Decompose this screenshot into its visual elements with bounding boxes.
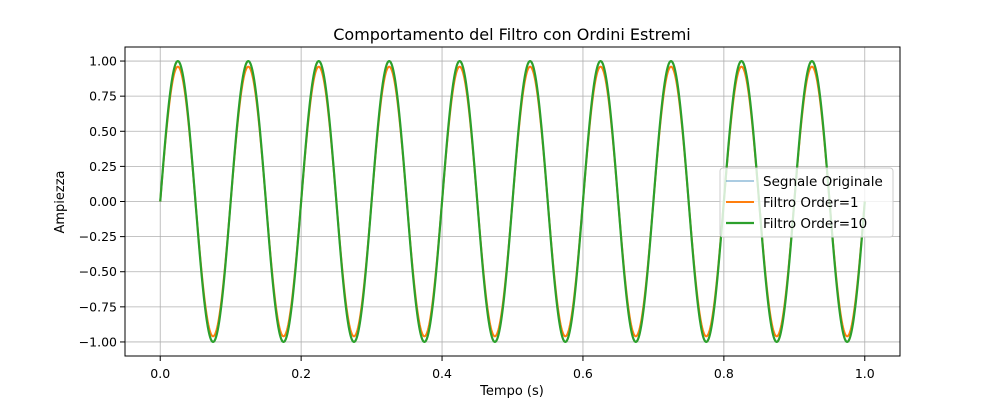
y-tick-label: 0.75 (89, 89, 117, 104)
y-tick-label: 0.50 (89, 124, 117, 139)
x-tick-label: 0.6 (573, 366, 593, 381)
y-tick-label: −0.75 (79, 299, 117, 314)
y-tick-label: −1.00 (79, 334, 117, 349)
x-tick-label: 0.4 (432, 366, 452, 381)
x-axis: 0.0 0.2 0.4 0.6 0.8 1.0 (150, 356, 875, 381)
grid-lines (125, 47, 900, 356)
series-line-3 (159, 59, 866, 344)
chart-title: Comportamento del Filtro con Ordini Estr… (333, 25, 691, 44)
legend: Segnale Originale Filtro Order=1 Filtro Or… (719, 167, 894, 238)
y-axis: 1.00 0.75 0.50 0.25 0.00 −0.25 −0.50 −0.75 −1.00 (79, 54, 125, 349)
x-tick-label: 0.0 (150, 366, 170, 381)
x-axis-label: Tempo (s) (479, 384, 544, 399)
x-tick-label: 0.8 (714, 366, 734, 381)
legend-label: Segnale Originale (763, 174, 883, 190)
y-tick-label: 0.25 (89, 159, 117, 174)
y-tick-label: 1.00 (89, 54, 117, 69)
y-tick-label: 0.00 (89, 194, 117, 209)
y-tick-label: −0.50 (79, 264, 117, 279)
plot-series (159, 59, 866, 344)
legend-label: Filtro Order=10 (763, 216, 867, 232)
x-tick-label: 1.0 (855, 366, 875, 381)
legend-box (719, 167, 894, 238)
y-tick-label: −0.25 (79, 229, 117, 244)
y-axis-label: Ampiezza (53, 170, 68, 233)
x-tick-label: 0.2 (291, 366, 311, 381)
legend-label: Filtro Order=1 (763, 195, 859, 211)
